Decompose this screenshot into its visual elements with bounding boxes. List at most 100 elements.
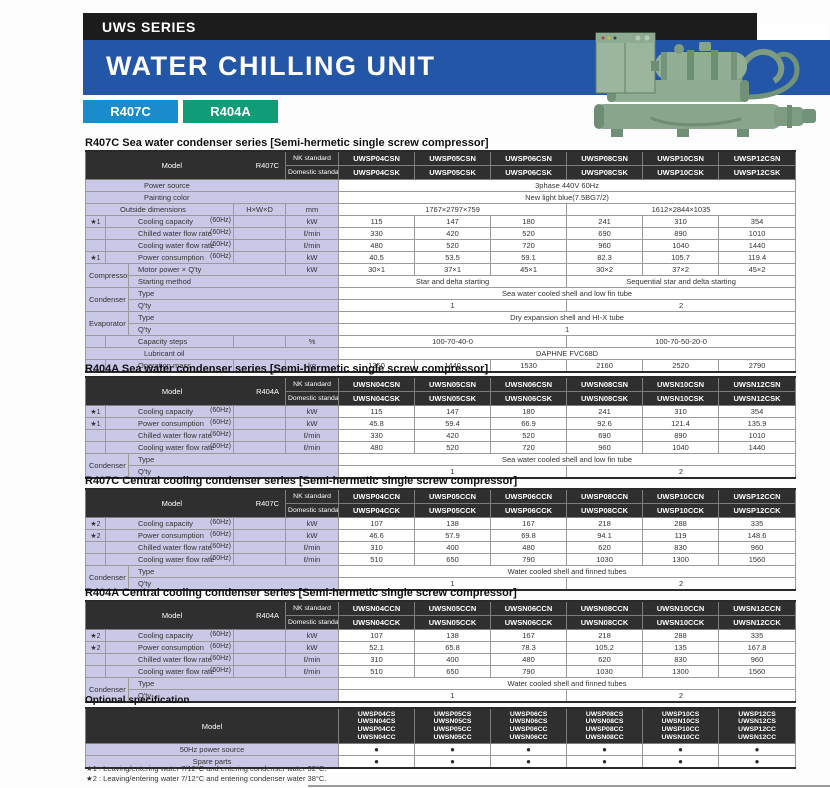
table-header-cell: UWSP05CSK xyxy=(414,165,492,180)
dot-cell: ● xyxy=(338,755,416,769)
unit-cell: kW xyxy=(285,641,339,654)
value-cell: 1560 xyxy=(718,553,797,566)
value-cell: 100-70-40-0 xyxy=(338,335,568,348)
value-cell: 45×1 xyxy=(490,263,568,276)
value-cell: 57.9 xyxy=(414,529,492,542)
value-cell: 119.4 xyxy=(718,251,797,264)
value-cell: 830 xyxy=(642,541,720,554)
unit-cell: H×W×D xyxy=(232,203,287,216)
unit-cell: mm xyxy=(285,203,340,216)
cell xyxy=(232,239,287,252)
table-header-cell: UWSP06CCN xyxy=(490,488,568,504)
value-cell: 480 xyxy=(490,541,568,554)
table-header-cell: R407C Model xyxy=(84,488,287,518)
table-header-cell: NK standard xyxy=(285,600,339,616)
value-cell: Water cooled shell and finned tubes xyxy=(338,677,796,690)
table-header-cell: UWSN08CSN xyxy=(566,376,643,392)
value-cell: 1 xyxy=(338,323,797,336)
spec-label-cell: Capacity steps xyxy=(105,335,234,348)
value-cell: 2 xyxy=(566,465,796,479)
unit-cell: 50Hz power source xyxy=(84,743,340,756)
value-cell: 82.3 xyxy=(566,251,644,264)
table-header-cell: UWSP06CSK xyxy=(490,165,568,180)
star-cell: ★2 xyxy=(85,517,106,530)
table-header-cell: UWSN04CCK xyxy=(338,615,415,630)
unit-cell: ℓ/min xyxy=(285,227,340,240)
spec-label-cell: Type xyxy=(127,287,340,300)
page-edge-line xyxy=(308,785,830,787)
dot-cell: ● xyxy=(414,743,492,756)
spec-label-cell: (60Hz) Chilled water flow rate xyxy=(105,227,234,240)
value-cell: 1 xyxy=(338,299,568,312)
value-cell: 180 xyxy=(490,405,567,418)
value-cell: 105.2 xyxy=(566,641,643,654)
value-cell: 520 xyxy=(414,239,492,252)
cell xyxy=(233,629,286,642)
page-title: WATER CHILLING UNIT xyxy=(106,51,436,81)
unit-cell: ℓ/min xyxy=(285,239,340,252)
cell xyxy=(233,405,286,418)
value-cell: 520 xyxy=(414,441,491,454)
table-header-cell: Domestic standard xyxy=(285,615,339,630)
table-header-cell: NK standard xyxy=(285,488,340,504)
spec-label-cell: Q'ty xyxy=(128,689,339,703)
value-cell: 1300 xyxy=(642,665,719,678)
spec-label-cell: Starting method xyxy=(127,275,340,288)
star-cell xyxy=(85,653,106,666)
value-cell: 960 xyxy=(566,441,643,454)
value-cell: 1 xyxy=(338,689,567,703)
value-cell: 2 xyxy=(566,299,797,312)
value-cell: 59.4 xyxy=(414,417,491,430)
table-header-cell: UWSN04CCN xyxy=(338,600,415,616)
table-header-cell: UWSP12CCK xyxy=(718,503,797,518)
dot-cell: ● xyxy=(718,743,797,756)
table-header-cell: R404A Model xyxy=(85,600,286,630)
value-cell: 790 xyxy=(490,665,567,678)
cell xyxy=(233,665,286,678)
value-cell: 890 xyxy=(642,429,719,442)
value-cell: 167 xyxy=(490,517,568,530)
value-cell: 1030 xyxy=(566,553,644,566)
star-cell: ★1 xyxy=(85,251,106,264)
value-cell: 400 xyxy=(414,541,492,554)
dot-cell: ● xyxy=(338,743,416,756)
table-header-cell: UWSP10CSK xyxy=(642,165,720,180)
value-cell: 420 xyxy=(414,227,492,240)
value-cell: 790 xyxy=(490,553,568,566)
value-cell: 520 xyxy=(490,429,567,442)
unit-cell: kW xyxy=(285,517,340,530)
spec-label-cell: (60Hz) Cooling capacity xyxy=(105,215,234,228)
spec-label-cell: Q'ty xyxy=(127,577,340,591)
value-cell: 1 xyxy=(338,465,567,479)
series-band: UWS SERIES xyxy=(83,13,757,40)
value-cell: 1440 xyxy=(718,239,797,252)
section-title-r404a-sea: R404A Sea water condenser series [Semi-h… xyxy=(85,363,489,375)
value-cell: 1612×2844×1035 xyxy=(566,203,797,216)
unit-cell: kW xyxy=(285,263,340,276)
value-cell: 1440 xyxy=(718,441,796,454)
unit-cell: ℓ/min xyxy=(285,541,340,554)
value-cell: 53.5 xyxy=(414,251,492,264)
star-cell xyxy=(85,553,106,566)
value-cell: 960 xyxy=(718,541,797,554)
table-header-cell: UWSN10CCK xyxy=(642,615,719,630)
value-cell: 45.8 xyxy=(338,417,415,430)
table-header-cell: R407C Model xyxy=(84,150,287,180)
value-cell: 135 xyxy=(642,641,719,654)
refrigerant-badge-r404a: R404A xyxy=(183,100,278,123)
value-cell: 720 xyxy=(490,441,567,454)
cell xyxy=(232,215,287,228)
spec-label-cell: Operation mass xyxy=(105,359,234,373)
unit-cell: kg xyxy=(285,359,340,373)
table-header-cell: UWSP10CCN xyxy=(642,488,720,504)
spec-label-cell: Power source xyxy=(84,179,340,192)
value-cell: 78.3 xyxy=(490,641,567,654)
table-header-cell: UWSN05CSN xyxy=(414,376,491,392)
value-cell: 1300 xyxy=(642,553,720,566)
spec-label-cell: (60Hz) Power consumption xyxy=(105,251,234,264)
table-header-cell: UWSN08CCK xyxy=(566,615,643,630)
value-cell: 650 xyxy=(414,665,491,678)
value-cell: 218 xyxy=(566,629,643,642)
table-r404a-central-cooling: R404A Model NK standard UWSN04CCN UWSN05CCN U… xyxy=(85,600,796,703)
